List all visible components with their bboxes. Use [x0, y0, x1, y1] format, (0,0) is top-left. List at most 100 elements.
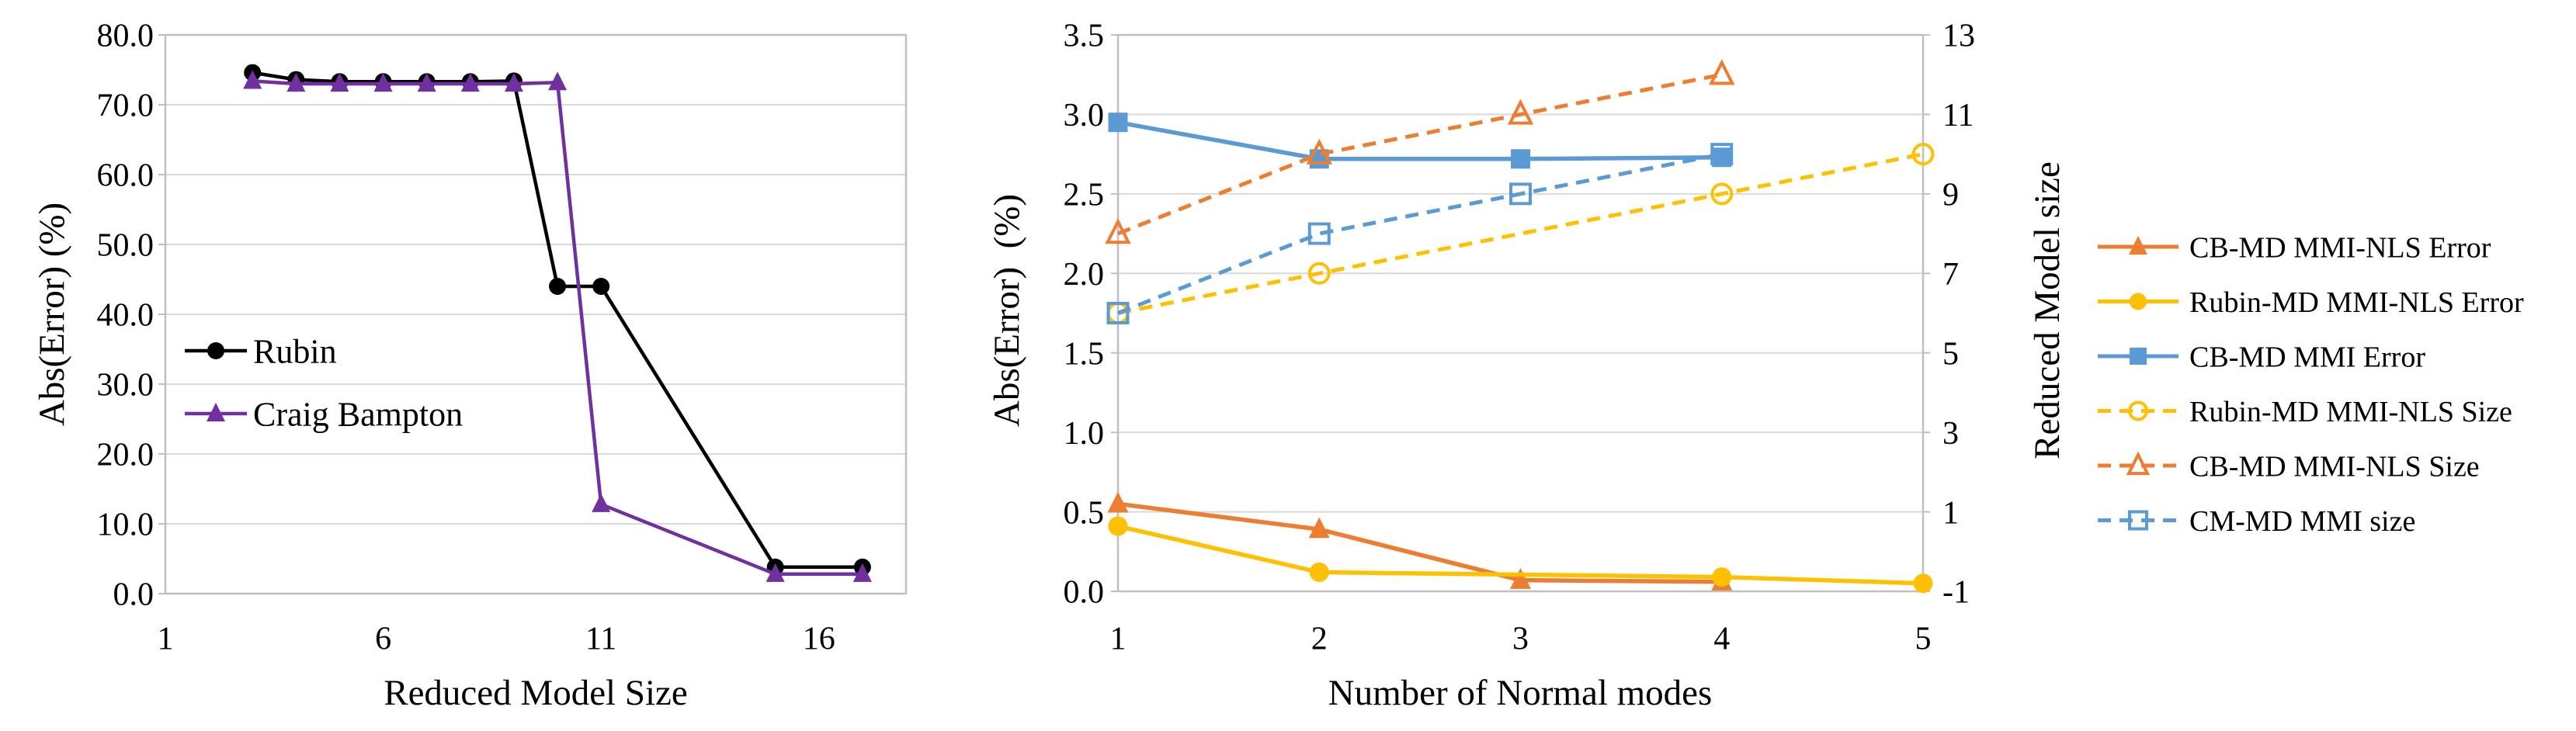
- left-chart-series: [243, 64, 872, 582]
- legend-marker-triangle: [2126, 451, 2151, 476]
- series-line-cm-md-mmi-size: [1117, 152, 1723, 315]
- legend-entry-rubin: Rubin: [185, 332, 337, 370]
- y-tick-label-left: 2.0: [1064, 257, 1105, 293]
- right-chart-x-axis-title: Number of Normal modes: [1328, 673, 1713, 713]
- legend-label: CB-MD MMI-NLS Size: [2189, 450, 2480, 483]
- right-chart-secondary-y-axis-title: Reduced Model size: [2027, 161, 2067, 459]
- legend-entry-cb-md-mmi-nls-error: CB-MD MMI-NLS Error: [2098, 231, 2491, 264]
- x-tick-label: 6: [375, 622, 391, 657]
- x-tick-label: 2: [1311, 622, 1328, 657]
- rubin-md-mmi-nls-error-point: [1712, 567, 1732, 587]
- legend-label: Craig Bampton: [253, 395, 463, 433]
- y-tick-label: 20.0: [97, 438, 154, 473]
- cb-md-mmi-nls-size-point: [1507, 99, 1534, 125]
- craig-bampton-point: [330, 73, 349, 92]
- series-line-craig-bampton: [252, 79, 863, 577]
- x-tick-label: 5: [1915, 622, 1932, 657]
- y-tick-label-right: 13: [1942, 19, 1975, 54]
- craig-bampton-point: [548, 71, 568, 91]
- legend-label: CM-MD MMI size: [2189, 505, 2415, 538]
- cb-md-mmi-nls-error-point: [1510, 568, 1531, 589]
- cb-md-mmi-nls-size-point: [1306, 138, 1333, 165]
- left-chart-x-axis-title: Reduced Model Size: [384, 673, 688, 713]
- x-tick-label: 3: [1512, 622, 1529, 657]
- legend-entry-craig-bampton: Craig Bampton: [185, 395, 463, 433]
- y-tick-label: 10.0: [97, 508, 154, 543]
- series-rubin: [244, 64, 871, 576]
- legend-marker-circle: [2130, 293, 2147, 310]
- craig-bampton-point: [460, 73, 480, 92]
- legend-entry-cb-md-mmi-nls-size: CB-MD MMI-NLS Size: [2098, 450, 2480, 483]
- y-tick-label: 70.0: [97, 88, 154, 124]
- legend-label: Rubin: [253, 332, 337, 370]
- cm-md-mmi-size-point: [1509, 182, 1532, 206]
- cb-md-mmi-nls-size-point: [1708, 59, 1735, 85]
- series-rubin-md-mmi-nls-error: [1108, 516, 1933, 594]
- legend-label: CB-MD MMI Error: [2189, 341, 2425, 373]
- y-tick-label-right: 11: [1942, 98, 1974, 133]
- left-chart-tick-labels: 80.070.060.050.040.030.020.010.00.01 6 11 1…: [97, 19, 835, 657]
- y-tick-label: 80.0: [97, 19, 154, 54]
- rubin-md-mmi-nls-size-point: [1710, 182, 1734, 206]
- y-tick-label: 40.0: [97, 298, 154, 334]
- legend-label: CB-MD MMI-NLS Error: [2189, 231, 2491, 264]
- series-rubin-md-mmi-nls-size: [1106, 143, 1935, 324]
- left-chart-legend: Rubin Craig Bampton: [185, 332, 463, 433]
- craig-bampton-point: [504, 73, 523, 92]
- craig-bampton-point: [766, 563, 785, 582]
- right-chart-series: [1105, 59, 1935, 594]
- legend-label: Rubin-MD MMI-NLS Error: [2189, 286, 2524, 319]
- left-chart-y-axis-title: Abs(Error) (%): [32, 203, 72, 426]
- series-craig-bampton: [243, 70, 872, 582]
- x-tick-label: 1: [1110, 622, 1127, 657]
- cm-md-mmi-size-point: [1710, 143, 1734, 166]
- y-tick-label: 60.0: [97, 158, 154, 194]
- right-chart-axes: [1111, 33, 1930, 593]
- x-tick-label: 11: [585, 622, 616, 657]
- series-line-rubin: [252, 71, 863, 570]
- legend-marker-square: [2128, 510, 2148, 531]
- cb-md-mmi-nls-error-point: [1308, 517, 1330, 539]
- legend-entry-rubin-md-mmi-nls-size: Rubin-MD MMI-NLS Size: [2098, 396, 2512, 428]
- y-tick-label-left: 3.5: [1064, 19, 1105, 54]
- right-chart-tick-labels: 3.5 3.0 2.5 2.0 1.5 1.0 0.5 0.0 13 11 9 7 5 3 1 -1 1 2 3 4 5: [1064, 19, 1976, 657]
- legend-entry-rubin-md-mmi-nls-error: Rubin-MD MMI-NLS Error: [2098, 286, 2524, 319]
- y-tick-label-left: 1.5: [1064, 336, 1105, 372]
- rubin-md-mmi-nls-size-point: [1911, 143, 1935, 166]
- cb-md-mmi-error-point: [1108, 113, 1128, 133]
- left-chart: 80.070.060.050.040.030.020.010.00.01 6 11 1…: [32, 19, 908, 713]
- figure-legend: CB-MD MMI-NLS Error Rubin-MD MMI-NLS Erro…: [2098, 231, 2524, 538]
- legend-marker-triangle: [207, 403, 225, 422]
- y-tick-label-left: 0.5: [1064, 495, 1105, 531]
- left-chart-gridlines: [165, 104, 906, 525]
- series-line-rubin-md-mmi-nls-error: [1117, 524, 1924, 586]
- rubin-md-mmi-nls-error-point: [1108, 516, 1128, 536]
- craig-bampton-point: [852, 563, 872, 582]
- y-tick-label-right: -1: [1942, 575, 1970, 611]
- craig-bampton-point: [243, 70, 262, 89]
- y-tick-label: 50.0: [97, 228, 154, 264]
- y-tick-label-right: 3: [1942, 416, 1959, 452]
- y-tick-label-right: 1: [1942, 495, 1959, 531]
- y-tick-label: 30.0: [97, 368, 154, 404]
- craig-bampton-point: [286, 73, 306, 92]
- left-chart-axes: [158, 33, 908, 595]
- cb-md-mmi-error-point: [1511, 149, 1530, 169]
- series-line-cb-md-mmi-nls-size: [1117, 72, 1723, 236]
- craig-bampton-point: [373, 73, 393, 92]
- craig-bampton-point: [417, 73, 436, 92]
- series-cm-md-mmi-size: [1106, 143, 1734, 324]
- legend-marker-square: [2130, 348, 2147, 365]
- series-line-rubin-md-mmi-nls-size: [1117, 152, 1924, 315]
- series-line-cb-md-mmi-error: [1117, 120, 1722, 161]
- legend-marker-triangle: [2129, 236, 2147, 255]
- right-chart-y-axis-title: Abs(Error) (%): [987, 194, 1027, 427]
- legend-label: Rubin-MD MMI-NLS Size: [2189, 396, 2512, 428]
- x-tick-label: 16: [803, 622, 835, 657]
- legend-entry-cm-md-mmi-size: CM-MD MMI size: [2098, 505, 2415, 538]
- rubin-md-mmi-nls-error-point: [1913, 573, 1933, 594]
- series-cb-md-mmi-nls-size: [1105, 59, 1735, 244]
- series-cb-md-mmi-error: [1108, 113, 1732, 169]
- y-tick-label-right: 5: [1942, 336, 1959, 372]
